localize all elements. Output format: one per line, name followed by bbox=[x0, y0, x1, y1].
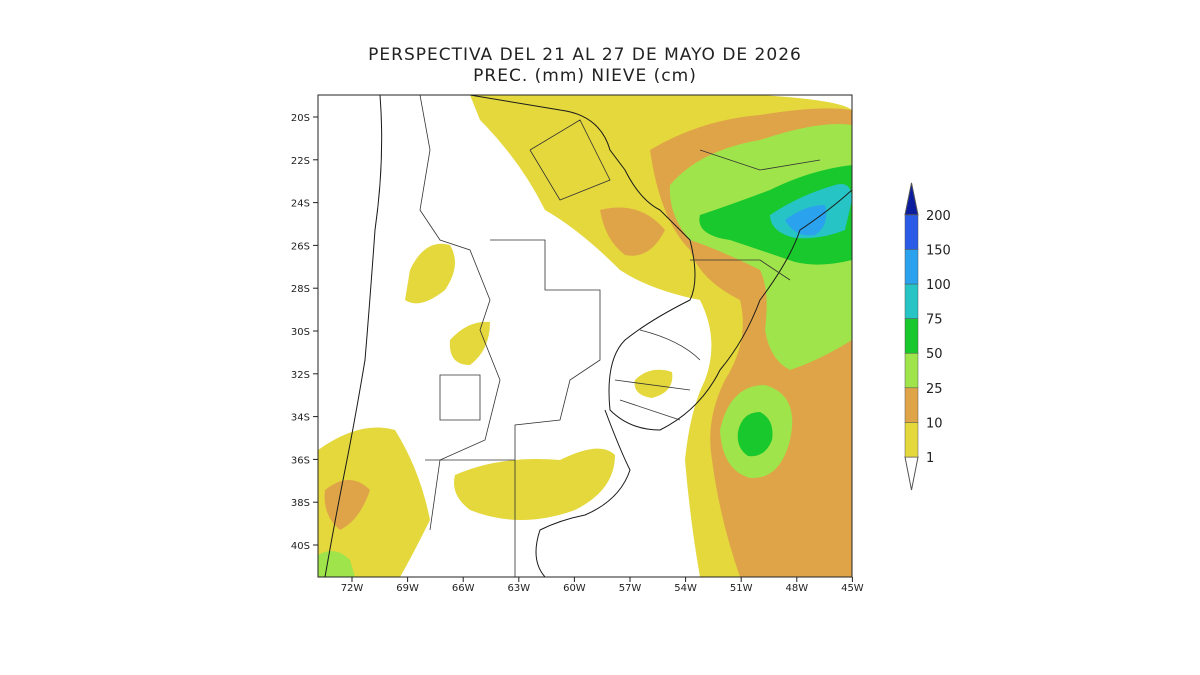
lat-label: 22S bbox=[291, 156, 310, 167]
colorbar-segment bbox=[904, 249, 919, 285]
lon-label: 45W bbox=[841, 583, 864, 594]
precip-area bbox=[634, 369, 673, 398]
colorbar-label: 50 bbox=[926, 347, 943, 362]
lat-label: 32S bbox=[291, 370, 310, 381]
lon-label: 60W bbox=[563, 583, 586, 594]
colorbar-cap bbox=[904, 182, 919, 216]
title: PERSPECTIVA DEL 21 AL 27 DE MAYO DE 2026 bbox=[368, 45, 802, 65]
lat-label: 24S bbox=[291, 199, 310, 210]
precip-field bbox=[318, 95, 852, 577]
lon-label: 48W bbox=[785, 583, 808, 594]
lat-label: 28S bbox=[291, 284, 310, 295]
lat-label: 20S bbox=[291, 113, 310, 124]
colorbar-segment bbox=[904, 352, 919, 389]
colorbar-segment bbox=[904, 387, 919, 423]
borders bbox=[324, 95, 852, 577]
colorbar-label: 75 bbox=[926, 313, 943, 328]
lat-label: 30S bbox=[291, 327, 310, 338]
lon-label: 72W bbox=[341, 583, 364, 594]
colorbar: 1 10 25 50 75 100 150 200 bbox=[904, 182, 951, 491]
lat-axis: 20S 22S 24S 26S 28S 30S 32S 34S 36S 38S 40S bbox=[291, 113, 318, 552]
lon-label: 63W bbox=[507, 583, 530, 594]
colorbar-segment bbox=[904, 283, 919, 319]
precip-area bbox=[785, 205, 827, 236]
precip-area bbox=[454, 448, 615, 520]
precip-area bbox=[318, 551, 355, 577]
lon-label: 54W bbox=[674, 583, 697, 594]
precip-area bbox=[737, 412, 773, 457]
lat-label: 36S bbox=[291, 455, 310, 466]
lon-label: 57W bbox=[619, 583, 642, 594]
lat-label: 40S bbox=[291, 541, 310, 552]
colorbar-label: 150 bbox=[926, 243, 951, 258]
colorbar-segment bbox=[904, 422, 919, 458]
colorbar-label: 25 bbox=[926, 382, 943, 397]
lon-axis: 72W 69W 66W 63W 60W 57W 54W 51W 48W 45W bbox=[341, 577, 864, 594]
colorbar-segment bbox=[904, 318, 919, 354]
precip-area bbox=[405, 243, 455, 304]
lat-label: 34S bbox=[291, 413, 310, 424]
map-frame bbox=[317, 94, 853, 578]
colorbar-label: 100 bbox=[926, 278, 951, 293]
precip-area bbox=[449, 321, 490, 365]
subtitle: PREC. (mm) NIEVE (cm) bbox=[473, 66, 697, 86]
precip-area bbox=[600, 207, 665, 256]
lat-label: 26S bbox=[291, 241, 310, 252]
lon-label: 66W bbox=[452, 583, 475, 594]
colorbar-label: 10 bbox=[926, 416, 943, 431]
colorbar-cap bbox=[904, 456, 919, 491]
lon-label: 51W bbox=[730, 583, 753, 594]
lon-label: 69W bbox=[396, 583, 419, 594]
lat-label: 38S bbox=[291, 498, 310, 509]
colorbar-segment bbox=[904, 214, 919, 250]
colorbar-label: 200 bbox=[926, 209, 951, 224]
colorbar-label: 1 bbox=[926, 451, 934, 466]
